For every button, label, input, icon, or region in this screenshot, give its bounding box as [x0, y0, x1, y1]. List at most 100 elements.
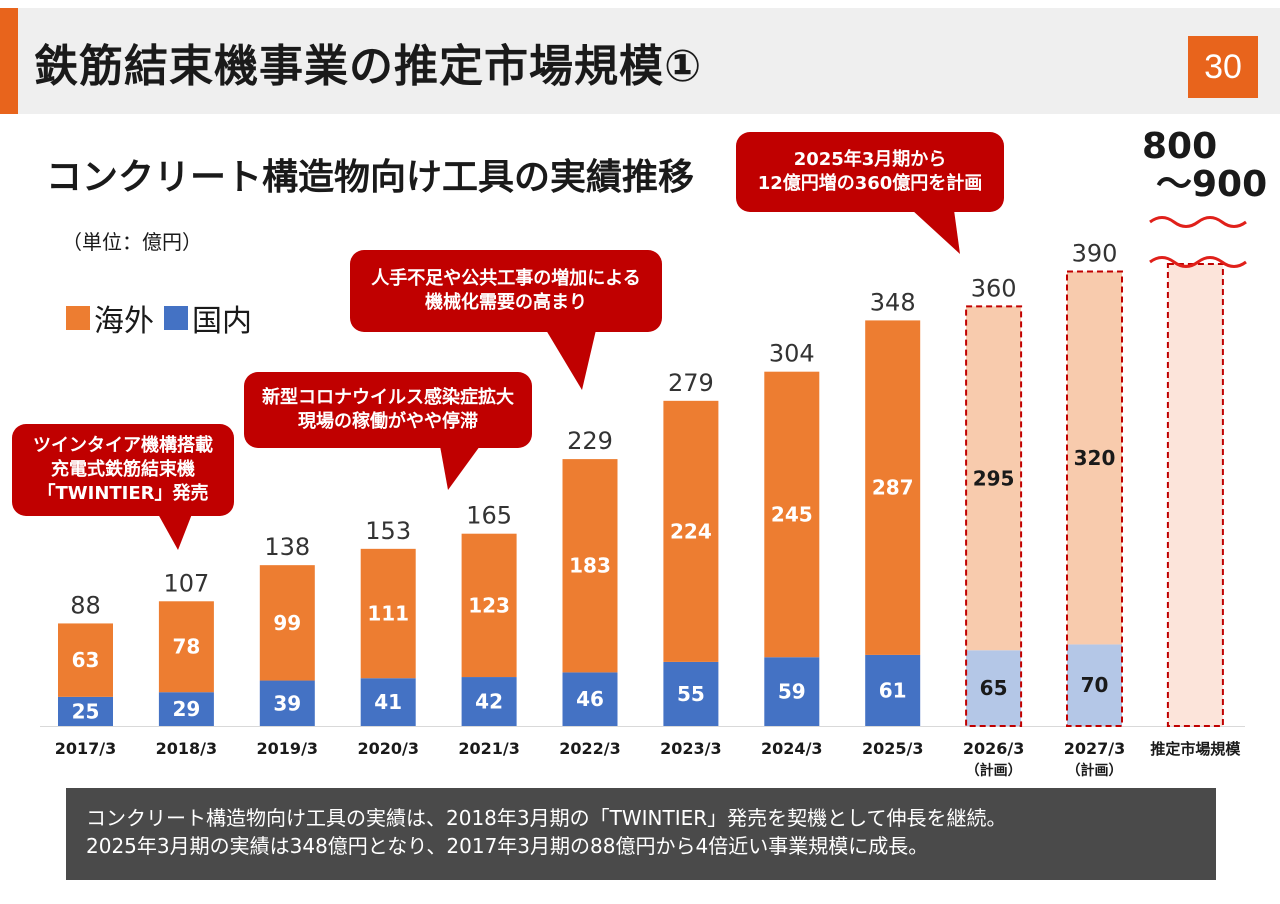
data-label-total: 107 — [163, 569, 209, 597]
data-label-overseas: 245 — [771, 502, 813, 526]
data-label-domestic: 65 — [980, 676, 1008, 700]
bar-plan-outline — [1066, 270, 1123, 727]
x-tick-label: 2026/3 — [963, 739, 1025, 758]
x-tick-label: 2019/3 — [257, 739, 319, 758]
data-label-domestic: 39 — [273, 691, 301, 715]
bar-domestic — [158, 692, 214, 726]
x-tick-sublabel: （計画） — [966, 762, 1022, 779]
data-label-overseas: 123 — [468, 593, 510, 617]
callout-line: 人手不足や公共工事の増加による — [371, 267, 641, 289]
page-title: 鉄筋結束機事業の推定市場規模① — [34, 41, 703, 92]
chart-legend: 海外 国内 — [66, 296, 262, 340]
data-label-overseas: 63 — [72, 648, 100, 672]
callout-line: 機械化需要の高まり — [425, 292, 587, 313]
unit-label: （単位：億円） — [62, 230, 202, 254]
data-label-domestic: 42 — [475, 690, 503, 714]
data-label-total: 153 — [365, 517, 411, 545]
x-tick-label: 2027/3 — [1064, 739, 1126, 758]
x-tick-label: 2022/3 — [559, 739, 621, 758]
data-label-domestic: 41 — [374, 690, 402, 714]
bar-domestic — [360, 678, 416, 726]
x-tick-label: 2024/3 — [761, 739, 823, 758]
bar-domestic — [966, 650, 1022, 726]
summary-line-2: 2025年3月期の実績は348億円となり、2017年3月期の88億円から4倍近い… — [86, 834, 929, 858]
data-label-overseas: 320 — [1074, 446, 1116, 470]
x-tick-sublabel: （計画） — [1067, 762, 1123, 779]
bar-plan-outline — [965, 305, 1023, 727]
bar-domestic — [259, 680, 315, 726]
bar-overseas — [865, 320, 921, 655]
bar-overseas — [461, 533, 517, 678]
data-label-overseas: 224 — [670, 519, 712, 543]
data-label-domestic: 25 — [72, 699, 100, 723]
data-label-total: 390 — [1072, 239, 1118, 267]
callout-line: 2025年3月期から — [793, 148, 947, 170]
legend-swatch-overseas — [66, 306, 90, 330]
bar-domestic — [58, 696, 113, 726]
x-tick-label: 2025/3 — [862, 739, 924, 758]
legend-item-overseas: 海外 — [66, 296, 154, 340]
bar-overseas — [663, 400, 719, 662]
bar-domestic — [1067, 644, 1122, 726]
callout-line: 充電式鉄筋結束機 — [51, 458, 195, 480]
bar-overseas — [1067, 271, 1122, 645]
bar-overseas — [562, 459, 618, 673]
legend-label-overseas: 海外 — [94, 304, 154, 339]
data-label-total: 229 — [567, 427, 613, 455]
callout-labor-shortage: 人手不足や公共工事の増加による 機械化需要の高まり — [350, 250, 662, 390]
data-label-total: 138 — [264, 533, 310, 561]
data-label-domestic: 59 — [778, 680, 806, 704]
x-tick-label: 2017/3 — [55, 739, 117, 758]
data-label-overseas: 183 — [569, 554, 611, 578]
bar-overseas — [966, 306, 1022, 651]
market-range-line2: ～900 — [1156, 163, 1268, 205]
bar-overseas — [58, 623, 113, 697]
data-label-domestic: 46 — [576, 687, 604, 711]
callout-line: 新型コロナウイルス感染症拡大 — [262, 386, 514, 408]
data-label-overseas: 295 — [973, 466, 1015, 490]
bar-overseas — [360, 548, 416, 679]
callout-plan-2026: 2025年3月期から 12億円増の360億円を計画 — [736, 132, 1004, 254]
data-label-overseas: 78 — [172, 635, 200, 659]
bar-domestic — [865, 654, 921, 726]
callout-line: 現場の稼働がやや停滞 — [298, 411, 478, 432]
market-range-label: 800 ～900 — [1142, 128, 1267, 204]
bar-market-estimate — [1166, 263, 1224, 727]
bar-domestic — [461, 677, 517, 726]
page-number-badge: 30 — [1188, 36, 1258, 98]
axis-break-gap — [1147, 220, 1243, 262]
data-label-total: 304 — [769, 340, 815, 368]
summary-note: コンクリート構造物向け工具の実績は、2018年3月期の「TWINTIER」発売を… — [66, 788, 1216, 880]
x-tick-label: 2018/3 — [156, 739, 218, 758]
callout-pointer — [546, 330, 596, 390]
data-label-domestic: 70 — [1081, 673, 1109, 697]
callout-pointer — [912, 210, 960, 254]
callout-pointer — [440, 446, 480, 490]
legend-swatch-domestic — [164, 306, 188, 330]
data-label-domestic: 61 — [879, 678, 907, 702]
data-label-total: 360 — [971, 274, 1017, 302]
bar-overseas — [259, 565, 315, 681]
x-tick-label: 2021/3 — [458, 739, 520, 758]
callout-twintier: ツインタイア機構搭載 充電式鉄筋結束機 「TWINTIER」発売 — [12, 424, 234, 550]
x-tick-label: 推定市場規模 — [1150, 740, 1241, 758]
bar-overseas — [764, 371, 820, 658]
data-label-total: 88 — [70, 591, 101, 619]
callout-line: 12億円増の360億円を計画 — [757, 173, 983, 194]
legend-item-domestic: 国内 — [164, 296, 252, 340]
data-label-total: 165 — [466, 502, 512, 530]
bar-domestic — [562, 672, 618, 726]
data-label-domestic: 29 — [172, 697, 200, 721]
bar-domestic — [663, 661, 719, 726]
data-label-overseas: 287 — [872, 476, 914, 500]
summary-line-1: コンクリート構造物向け工具の実績は、2018年3月期の「TWINTIER」発売を… — [86, 806, 1007, 830]
header-band — [0, 8, 1280, 114]
data-label-total: 348 — [870, 288, 916, 316]
data-label-domestic: 55 — [677, 682, 705, 706]
data-label-overseas: 111 — [367, 602, 409, 626]
bar-domestic — [764, 657, 820, 726]
chart-subtitle: コンクリート構造物向け工具の実績推移 — [46, 157, 695, 198]
break-wave-lower — [1149, 256, 1247, 268]
callout-line: ツインタイア機構搭載 — [33, 434, 213, 456]
